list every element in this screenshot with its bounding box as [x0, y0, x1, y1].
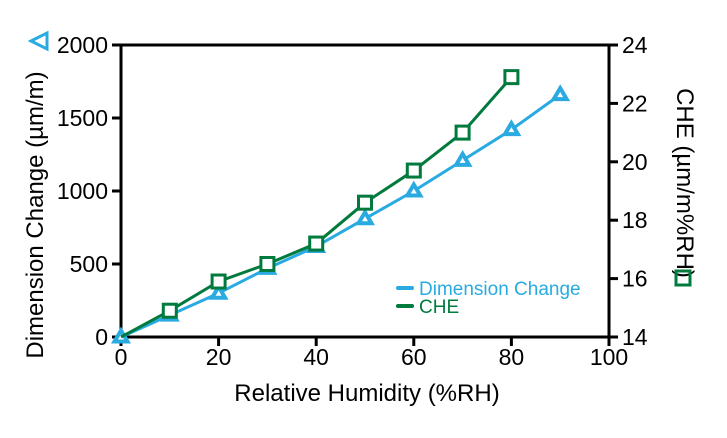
y-right-tick-label: 16 — [622, 266, 648, 292]
marker-triangle-dimension-change — [354, 208, 376, 226]
y-left-axis-title: Dimension Change (µm/m) — [22, 71, 49, 358]
legend-label-dimension-change: Dimension Change — [419, 279, 581, 300]
marker-square-che — [405, 162, 422, 179]
y-axis-left-ticks: 0 500 1000 1500 2000 — [57, 32, 121, 350]
legend-label-che: CHE — [419, 297, 459, 318]
y-left-tick-label: 1500 — [57, 105, 108, 131]
marker-triangle-dimension-change — [208, 282, 229, 300]
x-tick-label: 0 — [115, 344, 128, 370]
x-tick-label: 40 — [303, 344, 329, 370]
y-right-tick-label: 14 — [622, 324, 648, 350]
y-right-tick-label: 20 — [622, 149, 648, 175]
y-left-tick-label: 500 — [70, 251, 108, 277]
marker-square-che — [161, 302, 178, 319]
y-left-tick-label: 0 — [95, 324, 108, 350]
x-tick-label: 100 — [590, 344, 628, 370]
marker-triangle-dimension-change — [550, 84, 571, 102]
marker-square-che — [259, 256, 276, 272]
marker-triangle-dimension-change — [452, 149, 473, 167]
marker-square-che — [503, 69, 520, 86]
marker-square-che — [308, 235, 325, 252]
series-lines — [110, 69, 571, 344]
y-right-tick-label: 22 — [622, 90, 648, 116]
y-right-tick-label: 24 — [622, 32, 648, 58]
x-tick-label: 20 — [206, 344, 232, 370]
open-square-icon — [674, 269, 692, 287]
y-left-tick-label: 1000 — [57, 178, 108, 204]
x-axis-title: Relative Humidity (%RH) — [234, 380, 499, 407]
y-right-axis-title: CHE (µm/m%RH) — [671, 88, 698, 278]
marker-triangle-dimension-change — [403, 180, 424, 198]
marker-square-che — [357, 194, 373, 211]
series-line-dimension-change — [120, 93, 562, 339]
marker-square-che — [454, 124, 471, 141]
y-axis-right-ticks: 14 16 18 20 22 24 — [609, 32, 648, 350]
open-triangle-icon — [27, 30, 49, 52]
marker-square-che — [210, 273, 227, 290]
x-tick-label: 60 — [401, 344, 427, 370]
x-tick-label: 80 — [499, 344, 525, 370]
legend: Dimension Change CHE — [396, 279, 581, 318]
marker-triangle-dimension-change — [501, 119, 522, 137]
y-right-tick-label: 18 — [622, 207, 648, 233]
x-axis-ticks: 0 20 40 60 80 100 — [115, 337, 628, 370]
y-left-tick-label: 2000 — [57, 32, 108, 58]
